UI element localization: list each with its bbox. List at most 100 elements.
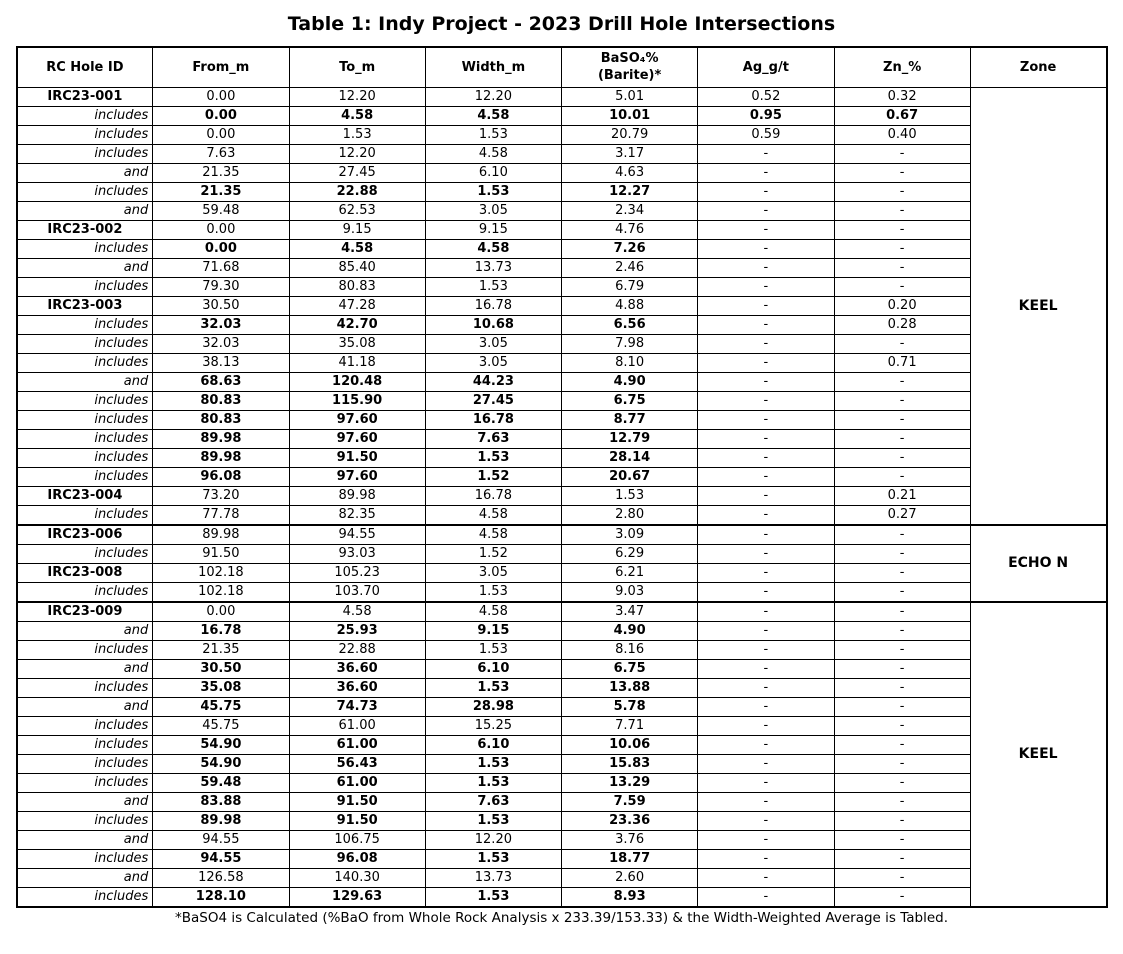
value-cell: 54.90 <box>152 734 290 755</box>
table-row: includes 54.90 61.00 6.10 10.06- - <box>15 734 1107 755</box>
value-cell: 6.29 <box>560 543 699 564</box>
table-row: and 94.55 106.75 12.20 3.76- - <box>15 829 1107 850</box>
value-cell: 6.75 <box>560 390 699 411</box>
value-cell: - <box>697 181 835 202</box>
value-cell: 7.63 <box>424 428 563 449</box>
column-header-label: Zn_% <box>883 59 922 75</box>
value-cell: 61.00 <box>288 715 426 736</box>
value-cell: 1.53 <box>424 848 563 869</box>
qualifier-cell: includes <box>15 581 154 602</box>
value-cell: - <box>833 829 971 850</box>
value-cell: - <box>697 485 835 506</box>
value-cell: 91.50 <box>288 791 426 812</box>
value-cell: - <box>697 734 835 755</box>
value-cell: - <box>697 428 835 449</box>
qualifier-cell: and <box>15 371 154 392</box>
value-cell: 94.55 <box>152 848 290 869</box>
value-cell: 4.76 <box>560 219 699 240</box>
value-cell: - <box>833 696 971 717</box>
value-cell: 7.63 <box>152 143 290 164</box>
value-cell: 80.83 <box>152 390 290 411</box>
value-cell: - <box>833 200 971 221</box>
value-cell: 0.00 <box>152 105 290 126</box>
value-cell: - <box>697 143 835 164</box>
value-cell: 97.60 <box>288 466 426 487</box>
table-row: includes 7.63 12.20 4.58 3.17- - <box>15 143 1107 164</box>
value-cell: 0.00 <box>152 600 290 622</box>
value-cell: 73.20 <box>152 485 290 506</box>
column-header-label: Width_m <box>461 59 526 75</box>
value-cell: - <box>833 734 971 755</box>
value-cell: 0.71 <box>833 352 971 373</box>
value-cell: - <box>697 371 835 392</box>
value-cell: 115.90 <box>288 390 426 411</box>
value-cell: - <box>697 390 835 411</box>
value-cell: - <box>833 219 971 240</box>
value-cell: - <box>833 810 971 831</box>
value-cell: 22.88 <box>288 639 426 660</box>
table-row: includes 35.08 36.60 1.53 13.88- - <box>15 677 1107 698</box>
value-cell: 0.95 <box>697 105 835 126</box>
table-header: RC Hole ID From_m To_m Width_m BaSO₄% (B… <box>15 46 1108 88</box>
value-cell: 47.28 <box>288 295 426 316</box>
value-cell: 2.34 <box>560 200 699 221</box>
value-cell: 8.16 <box>560 639 699 660</box>
table-row: and 45.75 74.73 28.98 5.78- - <box>15 696 1107 717</box>
table-row: includes 0.00 1.53 1.53 20.79 0.59 0.40 <box>15 124 1107 145</box>
value-cell: - <box>697 772 835 793</box>
value-cell: - <box>833 181 971 202</box>
value-cell: 12.20 <box>288 143 426 164</box>
table-row: includes 59.48 61.00 1.53 13.29- - <box>15 772 1107 793</box>
qualifier-cell: includes <box>15 639 154 660</box>
value-cell: 7.59 <box>560 791 699 812</box>
value-cell: - <box>833 791 971 812</box>
column-header-label: To_m <box>339 59 376 75</box>
qualifier-cell: includes <box>15 772 154 793</box>
column-header-width: Width_m <box>424 46 563 88</box>
value-cell: 10.68 <box>424 314 563 335</box>
value-cell: 89.98 <box>152 447 290 468</box>
column-header-label: Ag_g/t <box>742 59 789 75</box>
value-cell: - <box>833 390 971 411</box>
hole-id-cell: IRC23-006 <box>15 523 154 545</box>
value-cell: 4.58 <box>424 143 563 164</box>
value-cell: 1.53 <box>288 124 426 145</box>
qualifier-cell: includes <box>15 238 154 259</box>
value-cell: 1.53 <box>560 485 699 506</box>
value-cell: 1.53 <box>424 772 563 793</box>
value-cell: 28.14 <box>560 447 699 468</box>
table-row: includes 0.00 4.58 4.58 7.26- - <box>15 238 1107 259</box>
value-cell: 2.46 <box>560 257 699 278</box>
qualifier-cell: includes <box>15 447 154 468</box>
value-cell: 18.77 <box>560 848 699 869</box>
value-cell: - <box>833 238 971 259</box>
value-cell: - <box>833 658 971 679</box>
value-cell: - <box>697 504 835 525</box>
table-body: IRC23-001 0.00 12.20 12.20 5.01 0.52 0.32 KEEL i… <box>15 86 1108 907</box>
value-cell: 102.18 <box>152 581 290 602</box>
value-cell: 6.75 <box>560 658 699 679</box>
value-cell: - <box>833 867 971 888</box>
qualifier-cell: and <box>15 257 154 278</box>
value-cell: 96.08 <box>152 466 290 487</box>
table-row: and 71.68 85.40 13.73 2.46- - <box>15 257 1107 278</box>
value-cell: 7.98 <box>560 333 699 354</box>
value-cell: 16.78 <box>152 620 290 641</box>
value-cell: 0.40 <box>833 124 971 145</box>
qualifier-cell: includes <box>15 124 154 145</box>
column-header-baso4: BaSO₄% (Barite)* <box>560 46 699 88</box>
table-row: and 30.50 36.60 6.10 6.75- - <box>15 658 1107 679</box>
value-cell: 77.78 <box>152 504 290 525</box>
value-cell: 68.63 <box>152 371 290 392</box>
value-cell: 97.60 <box>288 428 426 449</box>
value-cell: 4.88 <box>560 295 699 316</box>
value-cell: 102.18 <box>152 562 290 583</box>
value-cell: - <box>697 677 835 698</box>
value-cell: - <box>697 257 835 278</box>
value-cell: 126.58 <box>152 867 290 888</box>
value-cell: - <box>833 581 971 602</box>
footnote: *BaSO4 is Calculated (%BaO from Whole Ro… <box>174 909 949 926</box>
value-cell: 45.75 <box>152 696 290 717</box>
value-cell: - <box>833 886 971 907</box>
